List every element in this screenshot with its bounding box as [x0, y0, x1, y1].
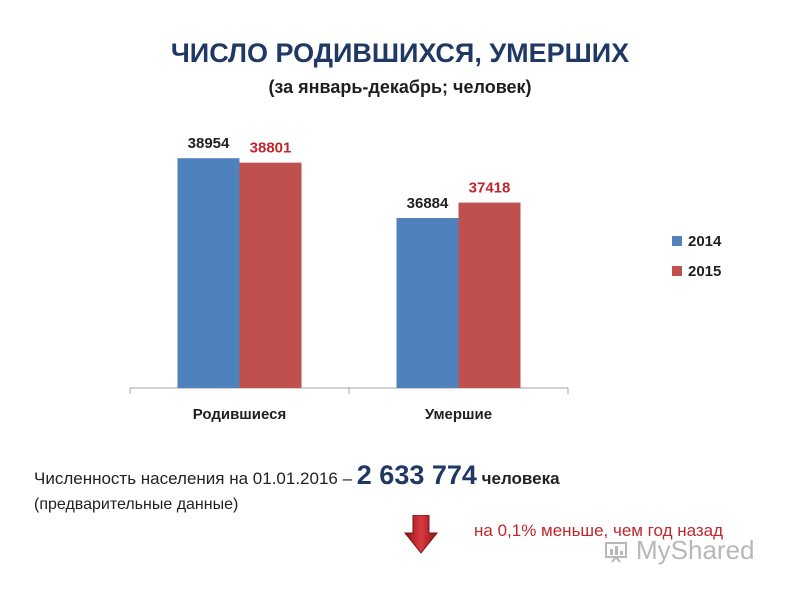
chart-subtitle: (за январь-декабрь; человек) [268, 77, 532, 97]
category-label: Родившиеся [193, 406, 287, 423]
data-label-2015: 38801 [250, 140, 292, 157]
bar-2015 [458, 202, 521, 388]
down-arrow-icon [403, 515, 439, 554]
legend-label-2015: 2015 [688, 263, 721, 280]
chart-title: ЧИСЛО РОДИВШИХСЯ, УМЕРШИХ [170, 38, 630, 68]
legend-swatch-2015 [672, 266, 682, 276]
bar-2015 [239, 162, 302, 388]
population-value: 2 633 774 [356, 460, 477, 490]
data-label-2014: 36884 [407, 195, 449, 212]
bar-2014 [177, 158, 240, 388]
population-change-note: на 0,1% меньше, чем год назад [474, 521, 724, 540]
population-note: (предварительные данные) [34, 496, 239, 513]
bar-2014 [396, 218, 459, 388]
data-label-2015: 37418 [469, 180, 511, 197]
data-label-2014: 38954 [188, 135, 230, 152]
watermark-logo-icon [605, 542, 627, 563]
population-line: Численность населения на 01.01.2016 – 2 … [34, 460, 560, 491]
population-label: Численность населения на 01.01.2016 – [34, 469, 353, 488]
bar-chart: 38954 38801 Родившиеся 36884 37418 Умершие 201… [129, 135, 722, 423]
legend-swatch-2014 [672, 236, 682, 246]
category-label: Умершие [425, 406, 492, 423]
watermark: MyShared [604, 535, 755, 566]
legend-label-2014: 2014 [688, 233, 722, 250]
watermark-text: MyShared [636, 535, 755, 565]
population-unit: человека [481, 469, 560, 488]
